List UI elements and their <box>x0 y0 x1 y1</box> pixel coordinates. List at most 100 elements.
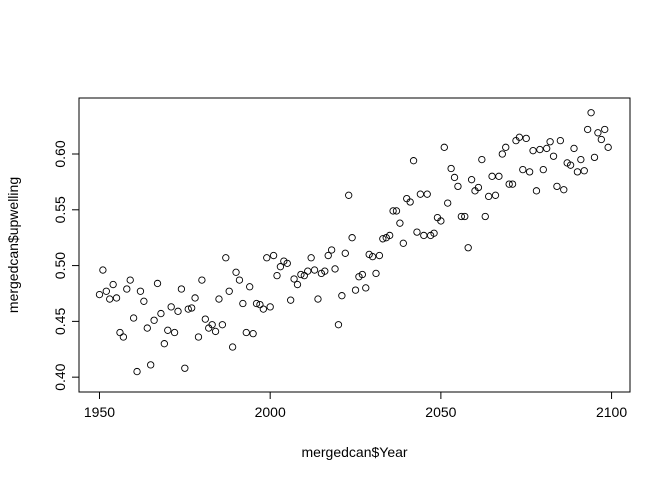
data-point <box>450 173 459 182</box>
data-point <box>587 109 595 117</box>
data-point <box>409 157 418 165</box>
data-point <box>485 192 493 201</box>
data-point <box>580 167 588 175</box>
data-point <box>584 125 592 134</box>
data-point <box>440 143 448 151</box>
data-point <box>160 340 168 348</box>
data-point <box>529 147 537 155</box>
data-point <box>290 275 298 283</box>
data-point <box>147 361 155 369</box>
data-point <box>273 271 281 280</box>
data-point <box>478 155 486 164</box>
data-point <box>266 303 274 311</box>
data-point <box>413 228 421 236</box>
x-axis: 1950 2000 2050 2100 <box>84 391 627 420</box>
data-point <box>358 270 367 279</box>
data-point <box>362 284 370 292</box>
data-point <box>293 280 302 289</box>
y-axis: 0.40 0.45 0.50 0.55 0.60 <box>52 140 80 391</box>
data-point <box>372 269 380 278</box>
data-point <box>129 314 138 322</box>
data-point <box>543 144 551 153</box>
data-point <box>246 283 254 291</box>
data-point <box>416 190 425 198</box>
data-point <box>331 265 339 273</box>
data-point <box>116 328 124 337</box>
data-point <box>232 268 240 276</box>
data-point <box>140 297 148 305</box>
y-tick-label: 0.45 <box>52 308 68 335</box>
data-point <box>218 321 227 329</box>
y-tick-label: 0.55 <box>52 196 68 223</box>
data-point <box>379 235 387 243</box>
data-point <box>498 150 506 158</box>
data-point <box>341 249 349 257</box>
data-point <box>522 134 530 143</box>
data-point <box>560 186 568 194</box>
data-point <box>338 292 346 300</box>
data-point <box>126 276 134 284</box>
data-point <box>198 276 206 284</box>
data-point <box>252 299 261 308</box>
data-point <box>222 254 230 262</box>
data-point <box>283 259 291 268</box>
data-point <box>276 263 285 271</box>
x-tick-label: 2000 <box>255 404 286 420</box>
y-axis-label: mergedcan$upwelling <box>5 177 21 313</box>
data-points <box>95 109 612 376</box>
data-point <box>150 316 158 324</box>
data-point <box>297 270 305 279</box>
data-point <box>310 266 319 274</box>
data-point <box>106 295 114 303</box>
data-point <box>184 305 192 313</box>
data-point <box>532 187 541 195</box>
data-point <box>570 144 578 153</box>
data-point <box>577 155 585 164</box>
data-point <box>423 190 431 198</box>
data-point <box>546 138 554 146</box>
data-point <box>324 251 332 260</box>
data-point <box>420 231 428 240</box>
data-point <box>392 207 401 215</box>
data-point <box>488 172 496 180</box>
data-point <box>304 267 312 275</box>
y-tick-label: 0.60 <box>52 140 68 167</box>
data-point <box>553 182 561 191</box>
data-point <box>157 309 165 318</box>
data-point <box>112 294 121 302</box>
data-point <box>556 136 565 145</box>
data-point <box>181 364 189 372</box>
data-point <box>474 183 483 192</box>
data-point <box>211 327 220 336</box>
data-point <box>201 315 209 323</box>
data-point <box>314 295 322 303</box>
data-point <box>457 212 466 221</box>
data-point <box>153 279 162 288</box>
data-point <box>170 328 179 337</box>
data-point <box>348 234 356 242</box>
data-point <box>386 231 394 240</box>
data-point <box>461 212 469 221</box>
data-point <box>235 276 244 284</box>
data-point <box>396 219 404 227</box>
data-point <box>228 343 237 351</box>
data-point <box>109 280 117 289</box>
data-point <box>495 172 503 180</box>
data-point <box>601 125 609 134</box>
data-point <box>174 307 182 315</box>
data-point <box>208 321 216 329</box>
y-tick-label: 0.50 <box>52 252 68 279</box>
data-point <box>269 251 278 260</box>
data-point <box>177 285 186 293</box>
data-point <box>573 168 582 176</box>
data-point <box>239 299 247 308</box>
data-point <box>167 303 175 311</box>
data-point <box>437 217 445 225</box>
data-point <box>143 324 151 332</box>
data-point <box>327 246 336 254</box>
data-point <box>194 333 203 341</box>
data-point <box>225 287 233 295</box>
data-point <box>287 296 295 304</box>
data-point <box>481 212 489 221</box>
